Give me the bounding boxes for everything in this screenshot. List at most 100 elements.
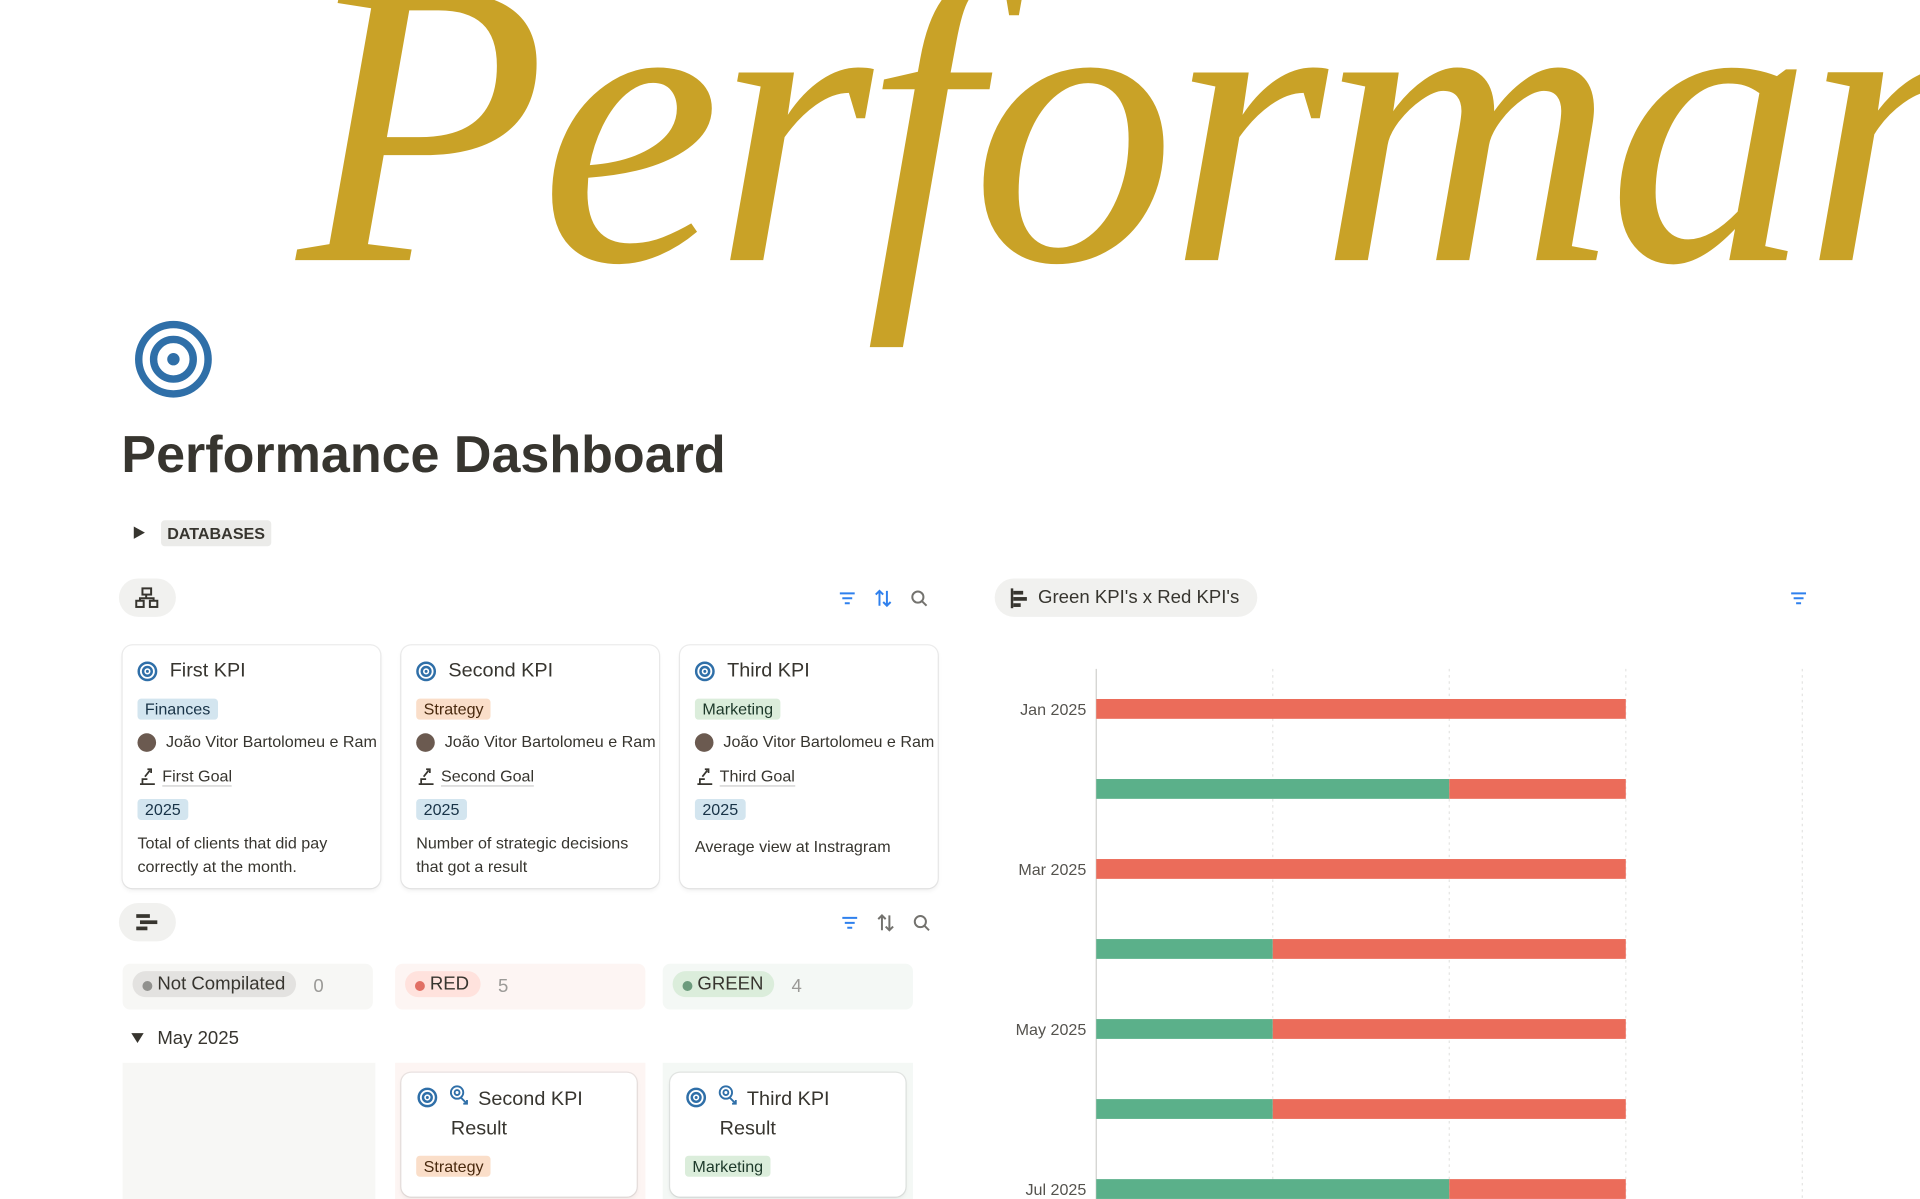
bar-segment (1449, 779, 1626, 799)
year-row: 2025 (137, 798, 189, 821)
bar-segment (1272, 1099, 1626, 1119)
board-card[interactable]: Second KPI Result Strategy (401, 1072, 637, 1197)
sort-icon (877, 913, 894, 932)
y-tick-label: Jan 2025 (1020, 701, 1086, 719)
year-tag: 2025 (416, 798, 467, 821)
bar-segment (1096, 1019, 1273, 1039)
year-tag: 2025 (694, 798, 746, 821)
goal-icon (697, 768, 713, 785)
tag-row: Marketing (694, 698, 781, 720)
description: Average view at Instragram (694, 837, 891, 856)
bar-segment (1449, 1179, 1626, 1199)
relation-icon (718, 1085, 737, 1105)
section-arrow (131, 1033, 144, 1043)
page-title: Performance Dashboard (121, 424, 726, 484)
tag: Strategy (416, 698, 492, 720)
y-tick-label: Mar 2025 (1018, 861, 1086, 879)
kpi-icon (416, 661, 437, 682)
year-row: 2025 (416, 798, 467, 821)
filter-icon (839, 592, 855, 605)
filter-icon (1791, 592, 1807, 605)
group-count: 0 (313, 976, 324, 998)
board-group-header[interactable]: GREEN 4 (662, 963, 913, 1010)
goal-link[interactable]: First Goal (162, 766, 233, 787)
kpi-icon (686, 1087, 707, 1108)
group-pill: RED (405, 971, 481, 998)
kpi-card[interactable]: First KPI Finances João Vitor Bartolomeu e… (122, 645, 381, 889)
goal-link[interactable]: Second Goal (440, 766, 535, 787)
tag: Marketing (694, 698, 781, 720)
avatar (416, 733, 435, 752)
bar-segment (1272, 1019, 1626, 1039)
board-column (122, 1062, 376, 1199)
goal-row: Third Goal (695, 767, 795, 787)
tag-row: Strategy (416, 1155, 492, 1177)
avatar (694, 733, 714, 752)
view-tab[interactable] (118, 578, 176, 617)
owner-row: João Vitor Bartolomeu e Ram (416, 732, 656, 752)
card-title: Second KPI Result (450, 1088, 583, 1140)
tag-row: Strategy (416, 698, 492, 720)
search-icon (913, 915, 930, 931)
avatar (137, 733, 157, 752)
tag: Marketing (685, 1155, 771, 1177)
kpi-icon (137, 661, 158, 682)
goal-icon (139, 768, 155, 785)
tag-row: Marketing (685, 1155, 771, 1177)
tag: Strategy (416, 1155, 492, 1177)
year-row: 2025 (694, 798, 746, 821)
y-tick-label: May 2025 (1016, 1021, 1087, 1039)
card-title: Third KPI Result (719, 1088, 830, 1140)
card-title: Second KPI (448, 660, 554, 682)
toggle-label[interactable]: DATABASES (161, 520, 272, 547)
group-pill: GREEN (672, 971, 775, 998)
bar-segment (1096, 1099, 1273, 1119)
board-card[interactable]: Third KPI Result Marketing (670, 1072, 906, 1197)
group-count: 5 (497, 976, 509, 998)
tag: Finances (137, 698, 218, 720)
owner-row: João Vitor Bartolomeu e Ram (137, 732, 377, 752)
chart-tab[interactable]: Green KPI's x Red KPI's (994, 578, 1258, 617)
card-title: First KPI (169, 660, 246, 682)
owner: João Vitor Bartolomeu e Ram (165, 732, 377, 751)
kpi-icon (417, 1087, 438, 1108)
chart-title: Green KPI's x Red KPI's (1038, 587, 1240, 609)
filter-icon (842, 916, 858, 929)
goal-row: Second Goal (416, 766, 535, 787)
board-group-header[interactable]: Not Compilated 0 (122, 963, 373, 1010)
bar-segment (1272, 939, 1626, 959)
bar-segment (1096, 1179, 1450, 1199)
toggle-arrow[interactable] (131, 525, 146, 540)
banner: Performance (0, 0, 1920, 363)
group-pill: Not Compilated (132, 971, 297, 998)
bar-segment (1096, 698, 1626, 719)
bar-segment (1096, 859, 1626, 879)
description: Total of clients that did pay correctly … (137, 833, 328, 876)
chart: Jan 2025 Mar 2025 May 2025 Jul 2025 (1016, 668, 1803, 1199)
year-tag: 2025 (137, 798, 189, 821)
owner-row: João Vitor Bartolomeu e Ram (694, 732, 935, 752)
relation-icon (449, 1085, 468, 1105)
description: Number of strategic decisions that got a… (416, 833, 629, 876)
view-tab[interactable] (118, 903, 176, 942)
kpi-card[interactable]: Second KPI Strategy João Vitor Bartolomeu … (401, 645, 659, 889)
goal-row: First Goal (137, 766, 233, 787)
search-icon (911, 590, 928, 607)
goal-link[interactable]: Third Goal (719, 766, 795, 787)
banner-text: Performance (297, 0, 1920, 350)
bar-segment (1096, 939, 1273, 959)
tag-row: Finances (137, 698, 218, 720)
y-tick-label: Jul 2025 (1025, 1181, 1086, 1199)
kpi-card[interactable]: Third KPI Marketing João Vitor Bartolomeu … (680, 645, 938, 889)
owner: João Vitor Bartolomeu e Ram (444, 732, 656, 751)
board-section[interactable]: May 2025 (131, 1028, 239, 1049)
board-group-header[interactable]: RED 5 (395, 963, 646, 1010)
card-title: Third KPI (727, 660, 810, 682)
kpi-icon (694, 661, 715, 682)
goal-icon (418, 768, 434, 785)
page-icon (135, 320, 212, 398)
owner: João Vitor Bartolomeu e Ram (723, 732, 935, 751)
